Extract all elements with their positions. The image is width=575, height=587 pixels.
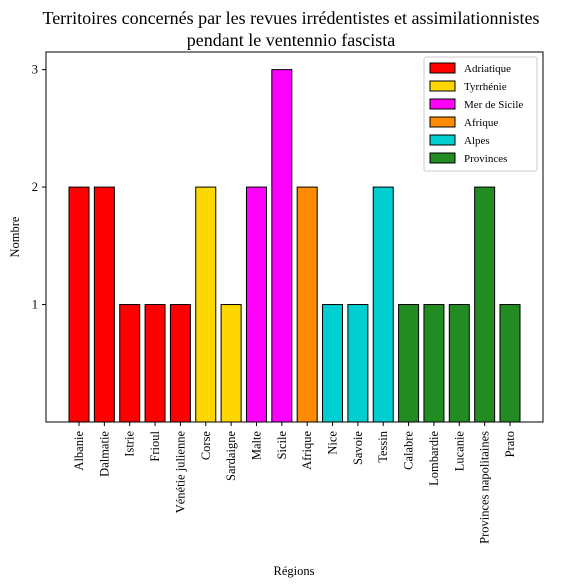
x-tick-label: Frioul (148, 430, 162, 461)
bar-7 (245, 186, 267, 423)
x-tick-label: Lombardie (427, 431, 441, 486)
bar-11 (347, 304, 369, 423)
legend: Adriatique Tyrrhénie Mer de Sicile Afrique A… (423, 56, 538, 172)
legend-label: Mer de Sicile (464, 99, 523, 111)
x-tick-label: Sicile (275, 431, 289, 460)
legend-swatch (429, 152, 456, 164)
bar-3 (144, 304, 166, 423)
x-tick-label: Vénétie julienne (173, 431, 187, 514)
y-axis-label: Nombre (8, 216, 22, 257)
bar-5 (195, 186, 217, 423)
bar-14 (423, 304, 445, 423)
legend-label: Alpes (464, 135, 490, 147)
bar-12 (372, 186, 394, 423)
plot-frame (45, 51, 544, 423)
legend-swatch (429, 62, 456, 74)
x-tick-label: Nice (326, 431, 340, 455)
chart-title-line-1: Territoires concernés par les revues irr… (42, 8, 539, 28)
bar-15 (448, 304, 470, 423)
legend-label: Tyrrhénie (464, 81, 507, 93)
bar-4 (169, 304, 191, 423)
bar-16 (474, 186, 496, 423)
x-tick-label: Lucanie (452, 431, 466, 472)
legend-swatch (429, 80, 456, 92)
x-tick-label: Afrique (300, 431, 314, 470)
legend-swatch (429, 98, 456, 110)
bars-group (68, 69, 521, 423)
bar-2 (119, 304, 141, 423)
legend-swatch (429, 134, 456, 146)
x-tick-label: Tessin (376, 430, 390, 463)
legend-label: Provinces (464, 153, 507, 165)
bar-1 (93, 186, 115, 423)
bar-10 (322, 304, 344, 423)
legend-label: Afrique (464, 117, 498, 129)
x-axis-ticks: Albanie Dalmatie Istrie Frioul Vénétie julie… (72, 422, 517, 544)
x-tick-label: Provinces napolitaines (478, 431, 492, 544)
x-tick-label: Corse (199, 431, 213, 461)
x-tick-label: Istrie (123, 431, 137, 457)
x-tick-label: Savoie (351, 431, 365, 465)
bar-0 (68, 186, 90, 423)
x-tick-label: Dalmatie (97, 431, 111, 477)
bar-8 (271, 69, 293, 423)
y-tick-label: 3 (32, 63, 38, 77)
x-tick-label: Prato (503, 431, 517, 457)
y-tick-label: 2 (32, 180, 38, 194)
x-tick-label: Albanie (72, 431, 86, 471)
chart-title-line-2: pendant le ventennio fascista (187, 30, 395, 50)
y-axis-ticks: 1 2 3 (32, 63, 46, 312)
bar-13 (398, 304, 420, 423)
bar-6 (220, 304, 242, 423)
x-tick-label: Malte (249, 431, 263, 461)
legend-label: Adriatique (464, 63, 511, 75)
x-tick-label: Calabre (402, 431, 416, 470)
legend-swatch (429, 116, 456, 128)
x-tick-label: Sardaigne (224, 431, 238, 481)
x-axis-label: Régions (274, 564, 315, 578)
y-tick-label: 1 (32, 298, 38, 312)
bar-9 (296, 186, 318, 423)
bar-17 (499, 304, 521, 423)
